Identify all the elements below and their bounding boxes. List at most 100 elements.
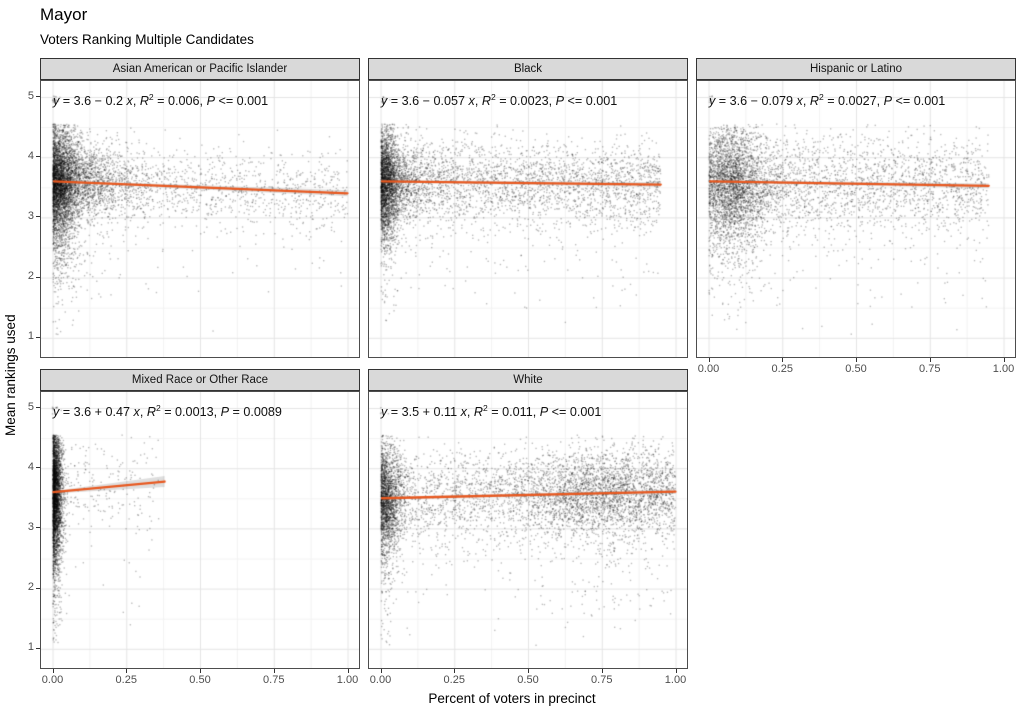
eq-r-squared-sup: 2: [818, 92, 824, 102]
eq-p-value: = 0.0089: [228, 405, 282, 420]
y-tick-mark: [36, 96, 40, 97]
eq-r-squared-sup: 2: [490, 92, 496, 102]
x-tick-mark: [454, 669, 456, 673]
x-tick-label: 0.25: [115, 674, 137, 686]
x-tick-mark: [347, 669, 349, 673]
eq-p-var: P: [220, 405, 229, 420]
eq-r-var: R: [139, 94, 149, 109]
chart-title: Mayor: [40, 5, 88, 24]
y-tick-label: 2: [27, 581, 34, 594]
eq-r-squared-value: = 0.006,: [153, 94, 207, 109]
eq-comma: ,: [802, 94, 810, 109]
y-tick-label: 5: [27, 89, 34, 102]
x-tick-mark: [528, 669, 529, 673]
x-tick-label: 0.00: [369, 674, 392, 686]
x-tick-label: 0.00: [697, 363, 720, 375]
eq-x-var: x: [133, 405, 140, 420]
scatter-panel-black: y = 3.6 − 0.057 x, R2 = 0.0023, P <= 0.0…: [368, 80, 688, 358]
x-tick-label: 0.00: [41, 674, 64, 686]
eq-x-var: x: [460, 405, 467, 420]
x-tick-label: 0.50: [189, 674, 211, 686]
x-tick-mark: [200, 669, 201, 673]
x-tick-label: 1.00: [992, 363, 1015, 375]
regression-equation-hispanic-or-latino: y = 3.6 − 0.079 x, R2 = 0.0027, P <= 0.0…: [709, 92, 945, 108]
scatter-canvas-asian-american-or-pacific-islander: [41, 81, 359, 357]
eq-p-var: P: [206, 94, 215, 109]
eq-r-var: R: [473, 405, 483, 420]
y-tick-mark: [36, 336, 40, 338]
x-tick-label: 0.75: [591, 674, 613, 686]
x-tick-label: 0.25: [771, 363, 793, 375]
y-tick-mark: [36, 527, 40, 529]
x-tick-mark: [675, 669, 677, 673]
x-tick-mark: [856, 358, 857, 362]
y-tick-label: 3: [27, 209, 34, 222]
scatter-panel-hispanic-or-latino: y = 3.6 − 0.079 x, R2 = 0.0027, P <= 0.0…: [696, 80, 1016, 358]
facet-strip-label: White: [513, 374, 543, 386]
y-tick-label: 1: [27, 330, 34, 343]
y-tick-mark: [36, 407, 40, 408]
eq-r-var: R: [481, 94, 491, 109]
scatter-panel-white: y = 3.5 + 0.11 x, R2 = 0.011, P <= 0.001: [368, 391, 688, 669]
x-tick-label: 0.25: [443, 674, 465, 686]
eq-r-var: R: [809, 94, 819, 109]
facet-strip-black: Black: [368, 58, 688, 80]
x-axis-title: Percent of voters in precinct: [428, 691, 596, 706]
facet-strip-hispanic-or-latino: Hispanic or Latino: [696, 58, 1016, 80]
eq-expression: = 3.6 − 0.057: [387, 94, 469, 109]
x-tick-mark: [126, 669, 128, 673]
y-tick-label: 3: [27, 520, 34, 533]
eq-r-squared-sup: 2: [483, 403, 488, 413]
eq-r-squared-value: = 0.011,: [487, 405, 540, 420]
scatter-canvas-mixed-race-or-other-race: [41, 392, 359, 668]
facet-strip-label: Hispanic or Latino: [809, 63, 903, 75]
eq-r-squared-value: = 0.0013,: [160, 405, 221, 420]
y-tick-label: 4: [27, 149, 34, 162]
scatter-canvas-black: [369, 81, 687, 357]
y-tick-label: 2: [27, 270, 34, 283]
y-tick-mark: [36, 156, 40, 158]
facet-strip-asian-american-or-pacific-islander: Asian American or Pacific Islander: [40, 58, 360, 80]
eq-y-var: y: [381, 405, 388, 420]
x-tick-mark: [273, 669, 275, 673]
x-tick-label: 0.75: [919, 363, 941, 375]
y-tick-mark: [36, 647, 40, 649]
eq-x-var: x: [468, 94, 475, 109]
eq-y-var: y: [709, 94, 716, 109]
eq-y-var: y: [53, 405, 60, 420]
scatter-panel-asian-american-or-pacific-islander: y = 3.6 − 0.2 x, R2 = 0.006, P <= 0.001: [40, 80, 360, 358]
eq-comma: ,: [474, 94, 482, 109]
eq-comma: ,: [466, 405, 474, 420]
facet-strip-label: Asian American or Pacific Islander: [112, 63, 288, 75]
eq-p-var: P: [555, 94, 564, 109]
y-tick-mark: [36, 587, 40, 589]
y-tick-label: 4: [27, 460, 34, 473]
x-tick-mark: [1003, 358, 1005, 362]
facet-strip-white: White: [368, 369, 688, 391]
y-tick-mark: [36, 216, 40, 218]
eq-p-value: <= 0.001: [214, 94, 269, 109]
x-tick-label: 0.50: [845, 363, 867, 375]
regression-equation-asian-american-or-pacific-islander: y = 3.6 − 0.2 x, R2 = 0.006, P <= 0.001: [53, 92, 268, 108]
eq-p-var: P: [883, 94, 892, 109]
eq-r-squared-value: = 0.0027,: [823, 94, 884, 109]
scatter-canvas-white: [369, 392, 687, 668]
facet-strip-label: Mixed Race or Other Race: [131, 374, 269, 386]
eq-r-squared-sup: 2: [155, 403, 161, 413]
eq-p-var: P: [539, 405, 549, 420]
y-tick-mark: [36, 467, 40, 469]
eq-comma: ,: [132, 94, 140, 109]
regression-equation-mixed-race-or-other-race: y = 3.6 + 0.47 x, R2 = 0.0013, P = 0.008…: [53, 403, 282, 419]
eq-p-value: <= 0.001: [548, 405, 602, 420]
eq-r-squared-value: = 0.0023,: [495, 94, 556, 109]
eq-expression: = 3.6 − 0.2: [59, 94, 127, 109]
scatter-panel-mixed-race-or-other-race: y = 3.6 + 0.47 x, R2 = 0.0013, P = 0.008…: [40, 391, 360, 669]
y-axis-title: Mean rankings used: [3, 314, 18, 436]
eq-y-var: y: [381, 94, 388, 109]
x-tick-mark: [601, 669, 603, 673]
facet-strip-label: Black: [513, 63, 543, 75]
eq-r-squared-sup: 2: [148, 92, 154, 102]
y-tick-label: 5: [27, 400, 34, 413]
x-tick-label: 1.00: [336, 674, 359, 686]
